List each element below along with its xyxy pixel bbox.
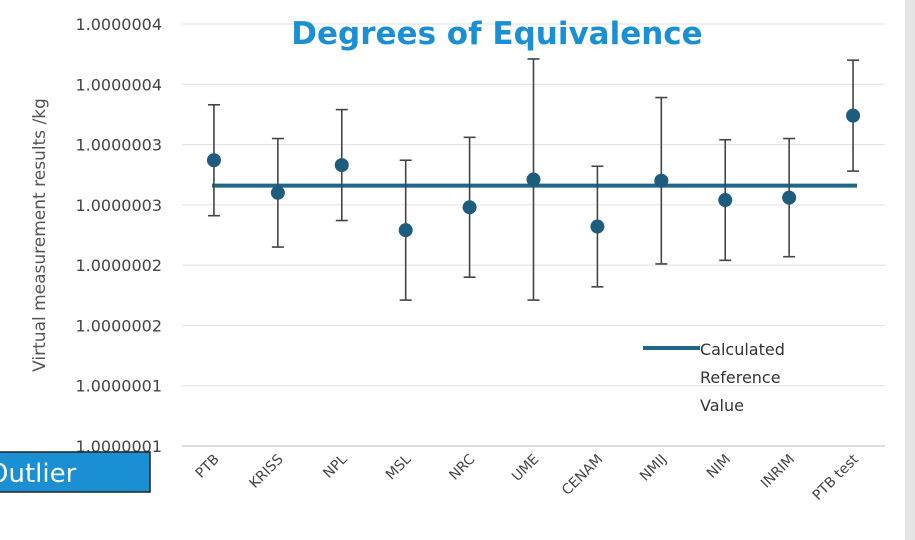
shadow-edge xyxy=(905,0,915,540)
data-point xyxy=(334,158,349,173)
y-tick-label: 1.0000003 xyxy=(75,136,162,155)
annotation-text: Outlier xyxy=(0,459,77,489)
data-point xyxy=(718,193,733,208)
data-point xyxy=(846,108,861,123)
y-tick-label: 1.0000001 xyxy=(75,377,162,396)
data-point xyxy=(526,172,541,187)
y-axis-label: Virtual measurement results /kg xyxy=(30,98,50,372)
data-point xyxy=(782,190,797,205)
data-point xyxy=(590,219,605,234)
y-tick-label: 1.0000004 xyxy=(75,75,162,94)
chart-title: Degrees of Equivalence xyxy=(291,16,702,52)
y-tick-label: 1.0000004 xyxy=(75,15,162,34)
data-point xyxy=(654,173,669,188)
data-point xyxy=(462,200,477,215)
annotation-box xyxy=(0,451,151,493)
y-tick-label: 1.0000002 xyxy=(75,316,162,335)
data-point xyxy=(206,153,221,168)
data-point xyxy=(398,223,413,238)
data-point xyxy=(270,185,285,200)
y-tick-label: 1.0000003 xyxy=(75,196,162,215)
legend-label: Calculated Reference Value xyxy=(700,340,785,415)
y-tick-label: 1.0000002 xyxy=(75,256,162,275)
